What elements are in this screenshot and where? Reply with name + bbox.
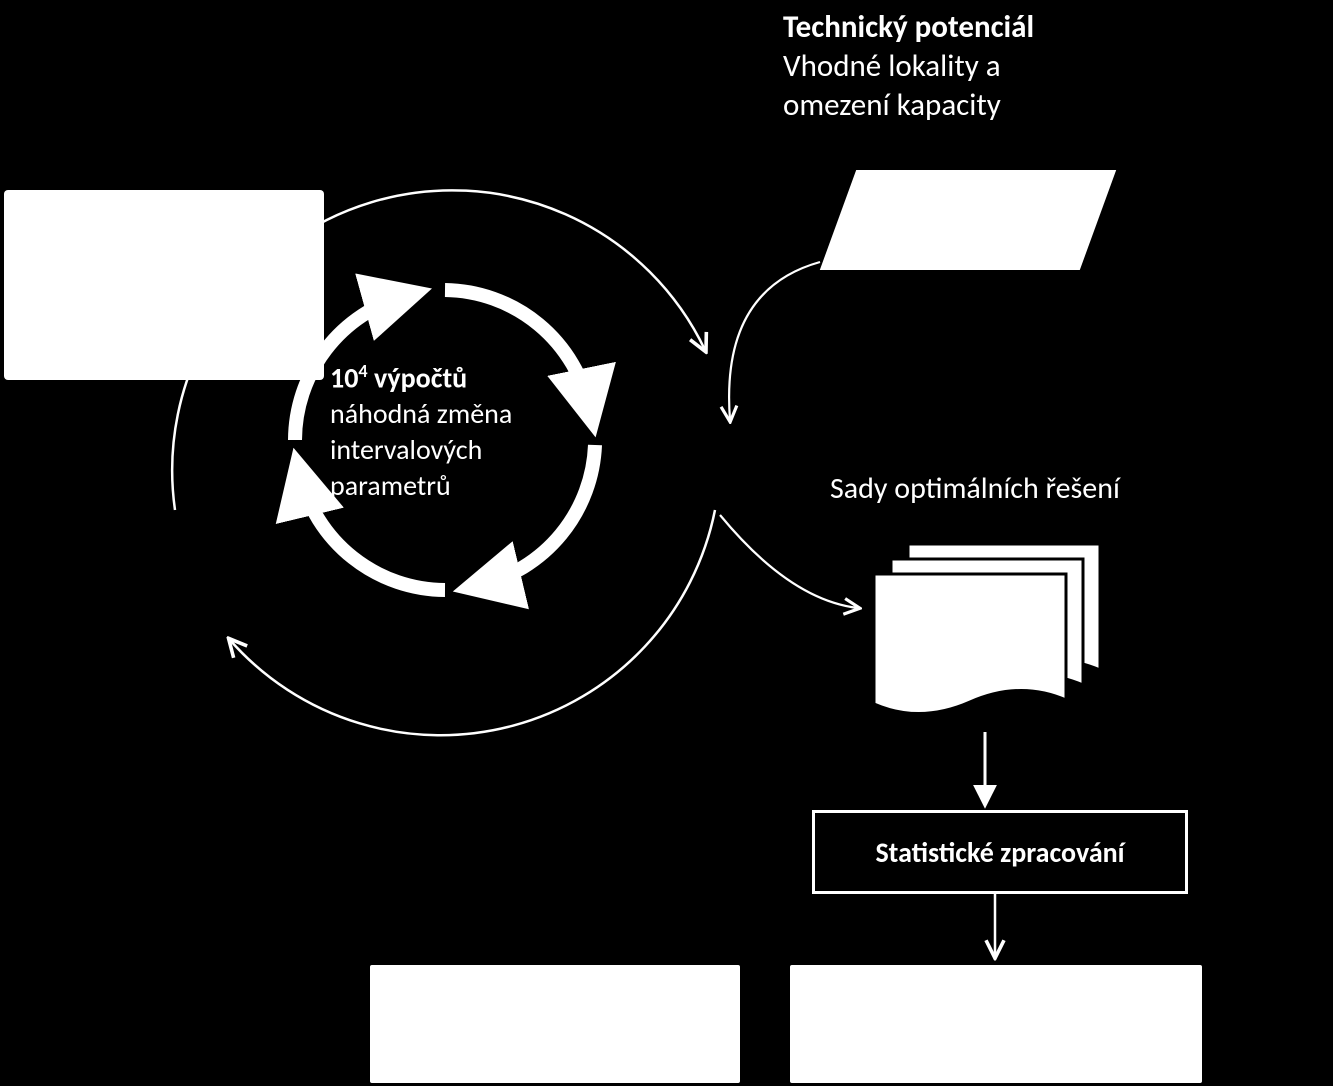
technical-potential-block: Technický potenciál Vhodné lokality a om…: [783, 8, 1034, 124]
center-line4: parametrů: [330, 468, 512, 504]
center-line2: náhodná změna: [330, 396, 512, 432]
technical-potential-sub2: omezení kapacity: [783, 86, 1034, 125]
bottom-output-right: [790, 965, 1202, 1083]
center-line1-base: 10: [330, 360, 358, 395]
solutions-doc-stack: [870, 540, 1110, 735]
center-line1-sup: 4: [358, 360, 367, 382]
stats-processing-box: Statistické zpracování: [812, 810, 1188, 894]
arrow-tech-to-cycle: [729, 262, 820, 420]
center-cycle-text: 104 výpočtů náhodná změna intervalových …: [330, 360, 512, 504]
diagram-svg-overlay: [0, 0, 1333, 1086]
left-input-rect: [4, 190, 324, 380]
center-line1-rest: výpočtů: [368, 360, 468, 395]
solutions-label: Sady optimálních řešení: [830, 470, 1120, 508]
diagram-canvas: Technický potenciál Vhodné lokality a om…: [0, 0, 1333, 1086]
technical-potential-title: Technický potenciál: [783, 8, 1034, 47]
arrow-cycle-to-docs: [720, 515, 858, 608]
stats-processing-label: Statistické zpracování: [875, 835, 1124, 870]
center-line1: 104 výpočtů: [330, 360, 512, 396]
technical-potential-sub1: Vhodné lokality a: [783, 47, 1034, 86]
center-line3: intervalových: [330, 432, 512, 468]
bottom-output-left: [370, 965, 740, 1083]
technical-parallelogram: [838, 170, 1098, 270]
doc-front: [870, 570, 1070, 730]
